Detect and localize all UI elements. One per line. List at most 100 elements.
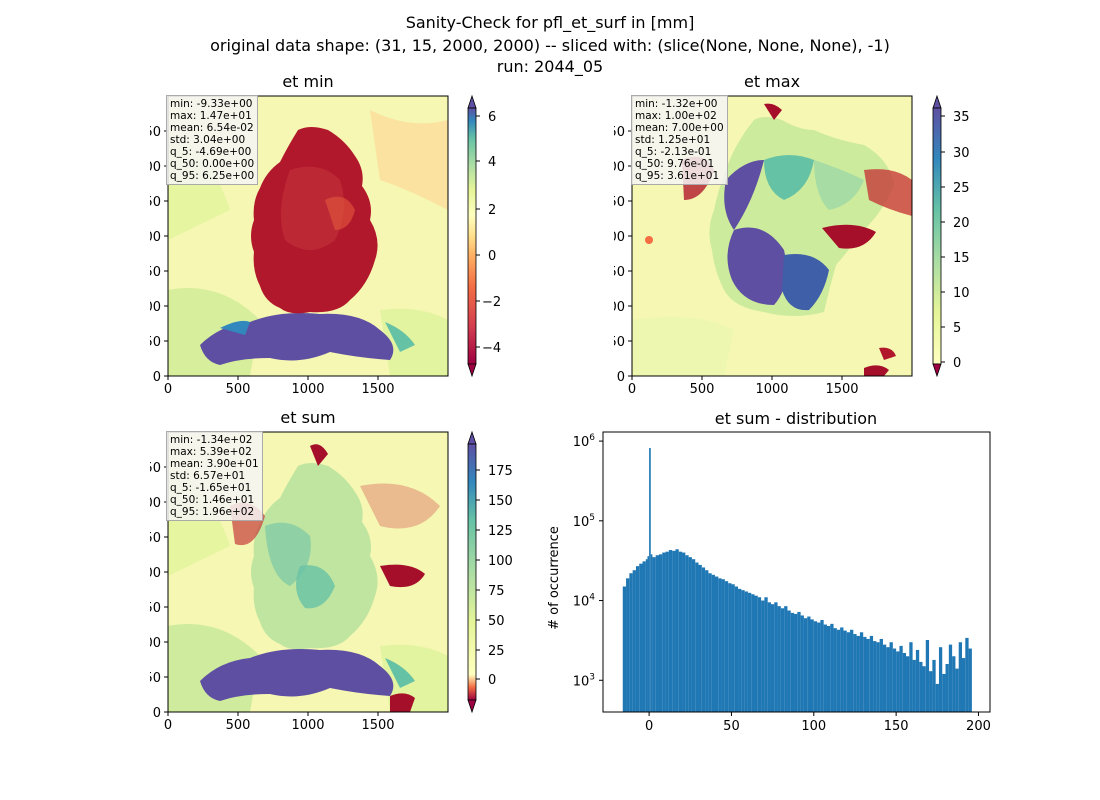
histogram-bar xyxy=(731,584,735,712)
histogram-bar xyxy=(787,610,791,712)
stat-line: std: 6.57e+01 xyxy=(170,470,246,482)
histogram-bar xyxy=(886,647,890,712)
histogram-bar xyxy=(649,447,651,712)
histogram-bar xyxy=(889,642,893,712)
histogram-bar xyxy=(744,591,748,712)
stat-line: min: -9.33e+00 xyxy=(170,98,253,110)
histogram-bar xyxy=(968,648,972,712)
et-max-title: et max xyxy=(743,72,801,91)
y-tick-label: 750 xyxy=(614,265,625,280)
histogram-bar xyxy=(882,644,887,712)
y-tick-label: 103 xyxy=(573,672,595,689)
histogram-bar xyxy=(738,588,742,712)
stat-line: q_95: 1.96e+02 xyxy=(170,506,255,518)
et-min-colorbar: 6 4 2 0 −2 −4 xyxy=(467,94,501,378)
histogram-bar xyxy=(945,663,949,712)
y-tick-label: 1250 xyxy=(150,531,161,546)
colorbar-tick-label: −4 xyxy=(482,341,501,356)
colorbar-tick-label: 125 xyxy=(488,524,513,539)
histogram-bar xyxy=(800,615,804,712)
y-tick-label: 105 xyxy=(573,513,595,530)
x-tick-label: 1000 xyxy=(291,718,324,733)
colorbar-tick-label: 2 xyxy=(488,203,496,218)
histogram-bar xyxy=(711,574,715,712)
histogram-bar xyxy=(813,621,818,712)
histogram-bar xyxy=(767,602,771,712)
histogram-bar xyxy=(826,625,831,712)
histogram-bar xyxy=(803,618,808,712)
x-tick-label: 500 xyxy=(226,382,251,397)
histogram-bars xyxy=(622,447,972,712)
stat-line: q_50: 1.46e+01 xyxy=(170,494,255,506)
et-min-stats-box: min: -9.33e+00 max: 1.47e+01 mean: 6.54e… xyxy=(166,95,259,185)
y-tick-label: 1000 xyxy=(614,230,625,245)
colorbar-tick-label: 10 xyxy=(953,286,970,301)
histogram-bar xyxy=(701,567,706,712)
histogram-bar xyxy=(962,658,966,712)
histogram-bar xyxy=(952,656,956,712)
histogram-bar xyxy=(899,645,903,712)
histogram-bar xyxy=(652,557,656,712)
histogram-bar xyxy=(728,583,732,712)
y-tick-label: 106 xyxy=(573,433,596,450)
x-tick-label: 1500 xyxy=(825,382,858,397)
stat-line: mean: 6.54e-02 xyxy=(170,122,254,134)
y-tick-label: 1750 xyxy=(150,125,161,140)
x-tick-label: 0 xyxy=(628,382,636,397)
stat-line: q_50: 0.00e+00 xyxy=(170,158,255,170)
histogram-bar xyxy=(840,627,844,712)
histogram-bar xyxy=(833,628,837,712)
stat-line: max: 5.39e+02 xyxy=(170,446,252,458)
histogram-bar xyxy=(678,551,683,712)
x-tick-label: 1500 xyxy=(361,718,394,733)
histogram-bar xyxy=(909,642,913,712)
histogram-bar xyxy=(935,683,939,712)
histogram-bar xyxy=(912,659,916,712)
y-tick-label: 0 xyxy=(617,370,625,385)
histogram-bar xyxy=(896,651,900,712)
histogram-bar xyxy=(705,570,709,712)
y-tick-label: 1750 xyxy=(150,461,161,476)
x-tick-label: 50 xyxy=(723,719,740,734)
histogram-bar xyxy=(780,608,785,712)
histogram-y-axis-label: # of occurrence xyxy=(547,526,562,630)
stat-line: q_50: 9.76e-01 xyxy=(635,158,715,170)
histogram-bar xyxy=(965,637,969,712)
histogram-bar xyxy=(892,648,897,712)
histogram-bar xyxy=(718,578,722,712)
histogram-title: et sum - distribution xyxy=(715,409,877,428)
histogram-bar xyxy=(794,613,798,712)
histogram-bar xyxy=(846,632,851,712)
et-sum-distribution-chart: et sum - distribution # of occurrence 0 5… xyxy=(547,409,991,734)
y-tick-label: 1500 xyxy=(150,496,161,511)
histogram-bar xyxy=(757,597,762,712)
histogram-bar xyxy=(672,550,676,712)
colorbar-tick-label: 0 xyxy=(488,673,496,688)
colorbar-tick-label: 0 xyxy=(953,356,961,371)
x-tick-label: 500 xyxy=(226,718,251,733)
histogram-bar xyxy=(797,611,801,712)
histogram-ticks: 0 50 100 150 200 103 104 105 106 xyxy=(573,433,991,734)
stat-line: q_5: -4.69e+00 xyxy=(170,146,252,158)
figure-title-line2: original data shape: (31, 15, 2000, 2000… xyxy=(210,36,890,55)
histogram-bar xyxy=(942,673,946,712)
histogram-bar xyxy=(682,552,686,712)
colorbar-tick-label: 15 xyxy=(953,251,970,266)
y-tick-label: 500 xyxy=(150,300,161,315)
histogram-bar xyxy=(747,592,752,712)
stat-line: std: 1.25e+01 xyxy=(635,134,711,146)
y-tick-label: 1500 xyxy=(614,160,625,175)
stat-line: max: 1.47e+01 xyxy=(170,110,252,122)
histogram-bar xyxy=(859,632,864,712)
histogram-bar xyxy=(647,556,650,712)
histogram-bar xyxy=(856,635,860,712)
histogram-bar xyxy=(817,622,821,712)
y-tick-label: 500 xyxy=(150,636,161,651)
histogram-bar xyxy=(863,636,867,712)
histogram-bar xyxy=(843,630,847,712)
x-tick-label: 1000 xyxy=(291,382,324,397)
histogram-bar xyxy=(958,642,963,712)
y-tick-label: 104 xyxy=(573,593,596,610)
colorbar-tick-label: 0 xyxy=(488,249,496,264)
colorbar-tick-label: 175 xyxy=(488,464,513,479)
